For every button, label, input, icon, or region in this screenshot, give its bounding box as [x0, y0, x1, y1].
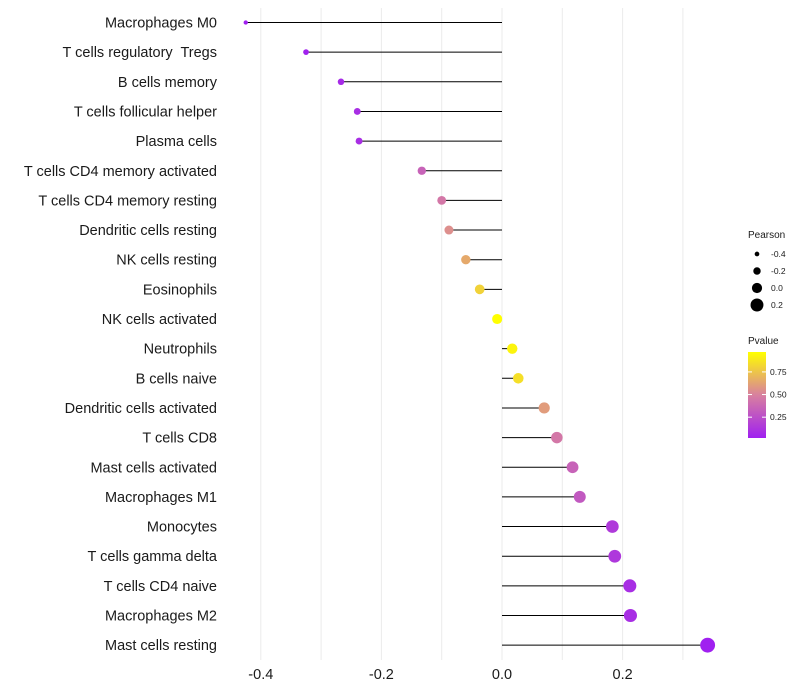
lollipop-point: [507, 343, 518, 354]
lollipop-point: [461, 255, 471, 265]
category-label: Mast cells resting: [105, 638, 217, 654]
stem-layer: [245, 22, 708, 646]
lollipop-point: [608, 549, 622, 563]
lollipop-point: [444, 225, 454, 235]
x-tick-label: 0.2: [613, 667, 633, 683]
category-label: Macrophages M0: [105, 16, 217, 32]
size-legend-title: Pearson: [748, 230, 785, 241]
point-layer: [243, 20, 716, 653]
category-label: Dendritic cells activated: [65, 401, 217, 417]
category-label: Macrophages M2: [105, 609, 217, 625]
size-legend-key: [751, 282, 763, 294]
color-legend-bar: [748, 352, 766, 438]
size-legend-key: [750, 298, 764, 312]
color-legend: Pvalue 0.25 0.50 0.75: [748, 336, 787, 438]
category-label: NK cells resting: [116, 253, 217, 269]
lollipop-point: [474, 284, 485, 295]
category-label: B cells naive: [136, 371, 217, 387]
category-label: T cells CD4 naive: [104, 579, 217, 595]
category-label: Dendritic cells resting: [79, 223, 217, 239]
lollipop-point: [700, 637, 716, 653]
x-tick-label: -0.2: [369, 667, 394, 683]
size-legend-key: [754, 251, 760, 257]
category-label: B cells memory: [118, 75, 218, 91]
category-label: T cells CD4 memory activated: [24, 164, 217, 180]
size-legend-label: -0.4: [771, 249, 786, 259]
size-legend-label: 0.0: [771, 283, 783, 293]
color-legend-label: 0.50: [770, 390, 787, 400]
category-label: T cells CD4 memory resting: [38, 193, 217, 209]
color-legend-label: 0.75: [770, 367, 787, 377]
lollipop-point: [417, 166, 426, 175]
lollipop-point: [337, 78, 345, 86]
grid-layer: [260, 8, 684, 660]
category-label: Neutrophils: [144, 342, 217, 358]
lollipop-point: [492, 313, 503, 325]
y-axis-labels: Macrophages M0 T cells regulatory Tregs B …: [24, 16, 218, 655]
lollipop-point: [573, 490, 586, 503]
category-label: Eosinophils: [143, 282, 217, 298]
size-legend-label: -0.2: [771, 266, 786, 276]
color-legend-label: 0.25: [770, 412, 787, 422]
size-legend: Pearson -0.4 -0.2 0.0 0.2: [748, 230, 786, 312]
lollipop-point: [243, 20, 248, 25]
category-label: Monocytes: [147, 520, 217, 536]
lollipop-point: [353, 108, 361, 115]
category-label: Mast cells activated: [90, 460, 217, 476]
x-tick-label: 0.0: [492, 667, 512, 683]
lollipop-point: [566, 461, 579, 474]
lollipop-point: [513, 373, 524, 384]
x-axis-ticks: -0.4 -0.2 0.0 0.2: [248, 667, 632, 683]
category-label: T cells follicular helper: [74, 104, 217, 120]
size-legend-label: 0.2: [771, 300, 783, 310]
lollipop-point: [605, 520, 619, 533]
category-label: T cells CD8: [142, 431, 217, 447]
lollipop-point: [437, 195, 447, 205]
color-legend-title: Pvalue: [748, 336, 779, 347]
category-label: T cells gamma delta: [88, 549, 218, 565]
category-label: T cells regulatory Tregs: [63, 45, 217, 61]
x-tick-label: -0.4: [248, 667, 273, 683]
lollipop-point: [538, 402, 550, 414]
lollipop-point: [623, 579, 637, 593]
lollipop-point: [551, 431, 563, 444]
lollipop-point: [355, 137, 363, 145]
lollipop-point: [623, 608, 637, 623]
lollipop-point: [303, 49, 309, 56]
category-label: Macrophages M1: [105, 490, 217, 506]
category-label: Plasma cells: [136, 134, 217, 150]
size-legend-key: [753, 267, 761, 275]
category-label: NK cells activated: [102, 312, 217, 328]
